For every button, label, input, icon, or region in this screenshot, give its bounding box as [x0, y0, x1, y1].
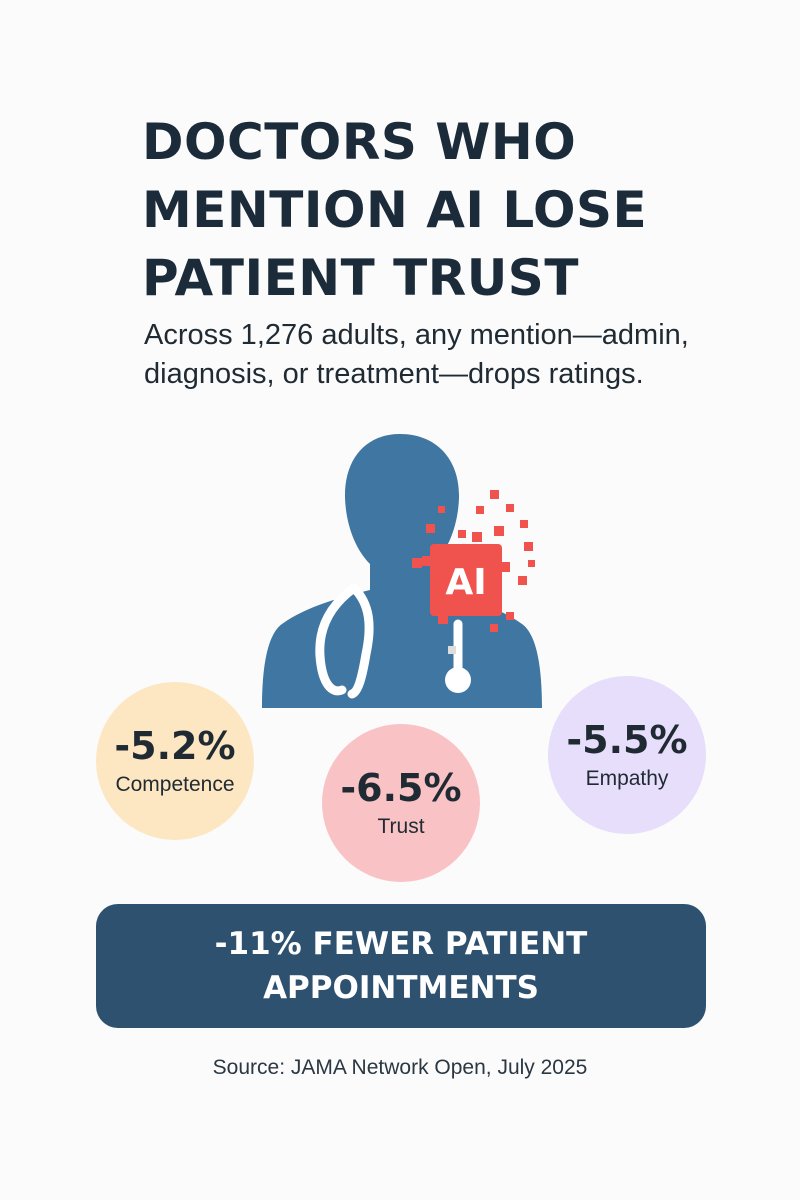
doctor-ai-illustration: AI [262, 428, 542, 708]
ai-badge-label: AI [445, 562, 486, 603]
stat-value: -5.2% [114, 724, 236, 768]
subtitle: Across 1,276 adults, any mention—admin, … [144, 319, 689, 390]
ai-badge-icon: AI [422, 532, 510, 624]
doctor-silhouette-icon: AI [262, 434, 542, 708]
title-line: MENTION AI LOSE [142, 181, 648, 239]
stat-trust: -6.5% Trust [322, 724, 480, 882]
banner-text: -11% FEWER PATIENT APPOINTMENTS [214, 926, 588, 1006]
appointments-banner: -11% FEWER PATIENT APPOINTMENTS [96, 904, 706, 1028]
stat-value: -6.5% [340, 766, 462, 810]
stat-empathy: -5.5% Empathy [548, 676, 706, 834]
ai-pixel-cloud [412, 490, 535, 632]
stat-label: Competence [115, 773, 235, 796]
stat-label: Trust [377, 815, 425, 838]
doctor-silhouette [262, 434, 542, 708]
stat-label: Empathy [585, 767, 669, 790]
stethoscope-icon [315, 583, 471, 699]
title-line: PATIENT TRUST [142, 249, 579, 307]
source-citation: Source: JAMA Network Open, July 2025 [212, 1056, 588, 1079]
stat-competence: -5.2% Competence [96, 682, 254, 840]
page-title: DOCTORS WHO MENTION AI LOSE PATIENT TRUS… [142, 108, 762, 312]
title-line: DOCTORS WHO [142, 113, 577, 171]
stat-value: -5.5% [566, 718, 688, 762]
